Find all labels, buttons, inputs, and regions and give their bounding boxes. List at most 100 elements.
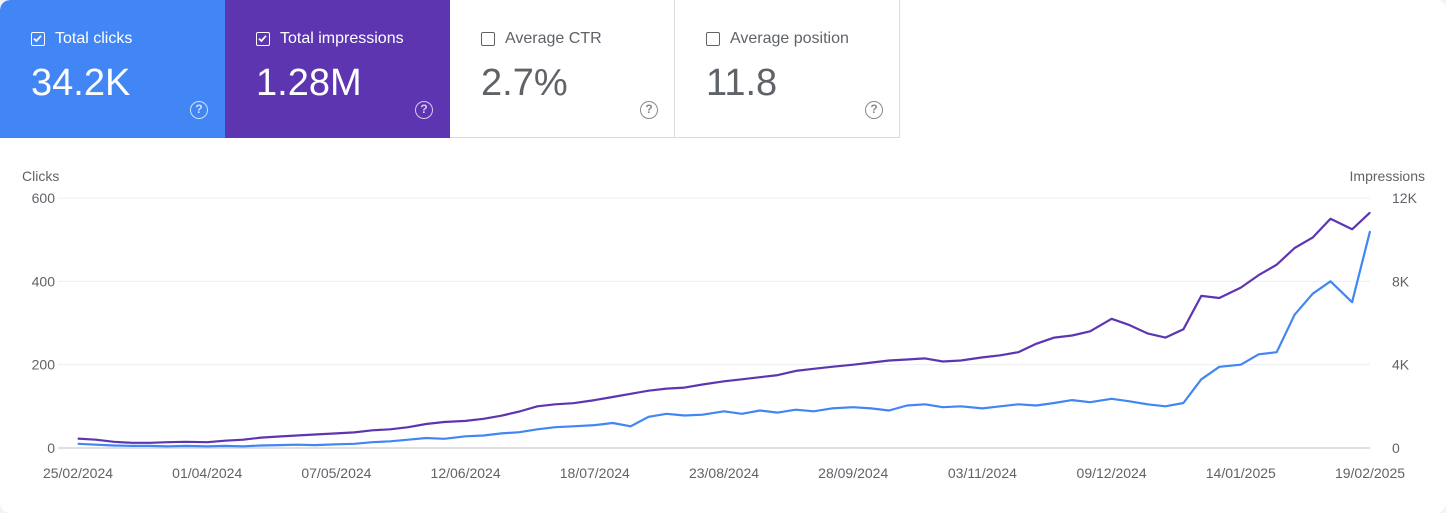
impressions-point	[443, 421, 445, 423]
clicks-point	[500, 432, 503, 434]
clicks-point	[572, 425, 574, 427]
clicks-point	[242, 445, 244, 447]
impressions-point	[594, 399, 596, 401]
clicks-point	[1329, 280, 1332, 282]
impressions-point	[518, 410, 521, 413]
metric-label: Average position	[730, 30, 849, 47]
metric-label: Total impressions	[280, 30, 404, 47]
clicks-point	[77, 443, 79, 445]
metric-value: 34.2K	[31, 62, 131, 104]
clicks-point	[149, 445, 151, 447]
clicks-point	[666, 413, 668, 415]
impressions-point	[1182, 328, 1184, 330]
clicks-point	[813, 410, 815, 412]
impressions-point	[960, 359, 962, 362]
help-icon[interactable]: ?	[190, 101, 208, 119]
impressions-point	[852, 364, 854, 366]
clicks-point	[1218, 366, 1220, 368]
impressions-point	[1369, 212, 1371, 214]
clicks-point	[831, 407, 833, 409]
help-icon[interactable]: ?	[640, 101, 658, 119]
x-tick-label: 18/07/2024	[560, 465, 630, 481]
clicks-point	[443, 438, 445, 440]
x-tick-label: 01/04/2024	[172, 465, 242, 481]
impressions-point	[77, 438, 79, 440]
clicks-point	[683, 414, 686, 417]
clicks-point	[960, 405, 962, 407]
clicks-point	[924, 403, 926, 405]
clicks-point	[999, 405, 1001, 407]
impressions-point	[113, 441, 115, 443]
clicks-point	[981, 407, 984, 409]
clicks-point	[1111, 398, 1113, 400]
y-left-tick-label: 400	[32, 273, 56, 289]
clicks-point	[314, 444, 316, 446]
clicks-point	[777, 412, 779, 414]
clicks-point	[206, 445, 208, 447]
clicks-point	[335, 443, 337, 445]
help-icon[interactable]: ?	[415, 101, 433, 119]
x-tick-label: 09/12/2024	[1077, 465, 1147, 481]
clicks-point	[1351, 301, 1353, 303]
impressions-point	[906, 358, 908, 361]
impressions-point	[536, 405, 539, 407]
clicks-point	[1200, 378, 1202, 380]
y-right-tick-label: 0	[1392, 440, 1400, 456]
x-tick-label: 14/01/2025	[1206, 465, 1276, 481]
impressions-point	[1329, 218, 1332, 220]
y-left-tick-label: 600	[32, 190, 56, 206]
clicks-point	[278, 444, 280, 446]
impressions-point	[95, 439, 97, 441]
impressions-point	[831, 366, 833, 368]
impressions-point	[683, 387, 686, 389]
help-icon[interactable]: ?	[865, 101, 883, 119]
x-tick-label: 25/02/2024	[43, 465, 113, 481]
metric-card-pos[interactable]: Average position 11.8?	[675, 0, 900, 138]
impressions-point	[981, 356, 984, 358]
impressions-point	[314, 433, 316, 436]
checked-checkbox-icon[interactable]	[256, 32, 270, 46]
x-tick-label: 07/05/2024	[301, 465, 371, 481]
impressions-point	[425, 423, 427, 425]
impressions-point	[465, 420, 467, 422]
clicks-point	[554, 426, 556, 428]
clicks-point	[741, 413, 743, 415]
clicks-point	[536, 428, 539, 430]
impressions-point	[1294, 247, 1296, 249]
impressions-point	[500, 415, 503, 417]
clicks-point	[113, 444, 115, 447]
metric-card-impr[interactable]: Total impressions 1.28M?	[225, 0, 450, 138]
clicks-point	[723, 410, 725, 412]
x-tick-label: 12/06/2024	[431, 465, 501, 481]
impressions-point	[554, 403, 556, 405]
performance-chart: 0 200 400 600 0 4K 8K 12K Clicks Impressions 25/02…	[22, 168, 1425, 481]
impressions-point	[1218, 297, 1220, 299]
metric-card-clicks[interactable]: Total clicks 34.2K?	[0, 0, 225, 138]
clicks-point	[888, 409, 890, 412]
clicks-point	[942, 406, 944, 408]
clicks-point	[630, 425, 632, 427]
impressions-point	[630, 393, 632, 395]
impressions-point	[1351, 228, 1353, 230]
impressions-point	[1111, 318, 1113, 320]
checked-checkbox-icon[interactable]	[31, 32, 45, 46]
impressions-point	[795, 370, 797, 372]
clicks-point	[1017, 403, 1019, 405]
clicks-point	[1164, 405, 1166, 407]
impressions-point	[1035, 343, 1037, 345]
clicks-point	[425, 437, 427, 439]
unchecked-checkbox-icon[interactable]	[706, 32, 720, 46]
impressions-point	[185, 441, 187, 443]
impressions-point	[572, 402, 574, 404]
metric-label: Average CTR	[505, 30, 602, 47]
clicks-point	[389, 440, 391, 442]
impressions-point	[723, 380, 725, 382]
impressions-point	[870, 362, 872, 364]
x-tick-label: 23/08/2024	[689, 465, 759, 481]
clicks-point	[701, 414, 704, 416]
unchecked-checkbox-icon[interactable]	[481, 32, 495, 46]
series-line-clicks	[77, 231, 1372, 448]
x-tick-label: 19/02/2025	[1335, 465, 1405, 481]
impressions-point	[813, 368, 815, 370]
metric-card-ctr[interactable]: Average CTR 2.7%?	[450, 0, 675, 138]
